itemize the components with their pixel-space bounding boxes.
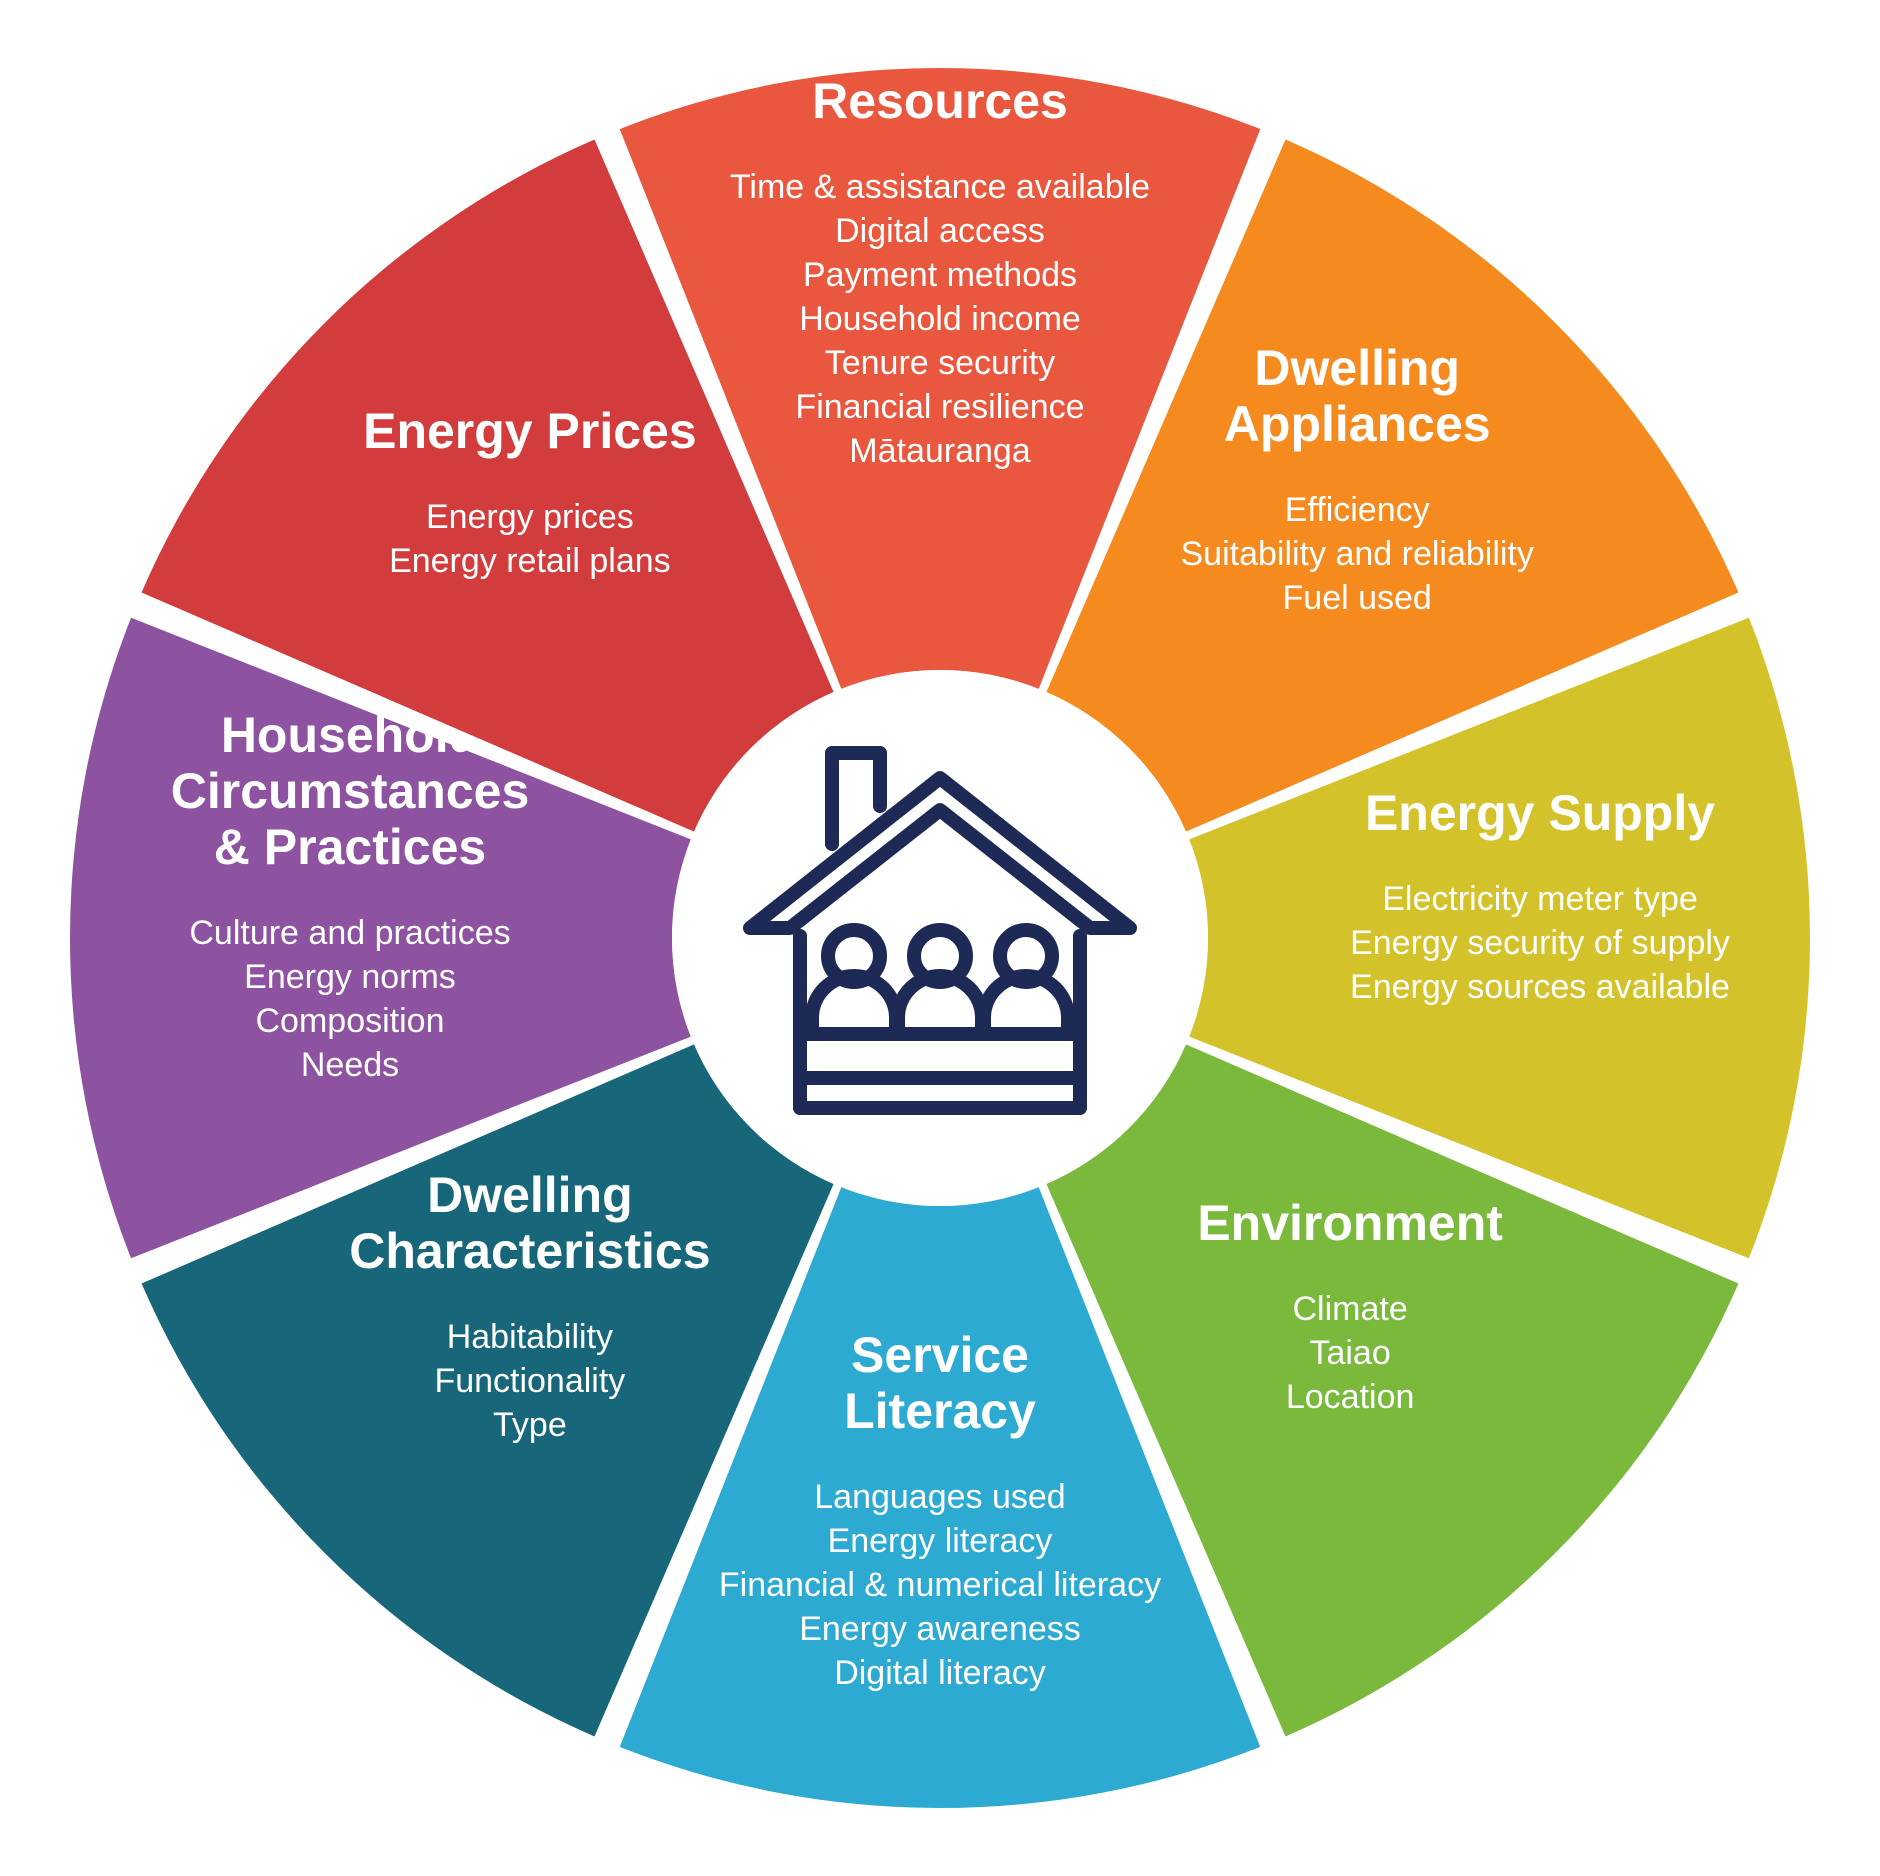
segment-title-environment: Environment: [1197, 1195, 1503, 1251]
segment-title-dwelling-appliances: DwellingAppliances: [1224, 340, 1491, 452]
segment-title-energy-prices: Energy Prices: [363, 403, 697, 459]
radial-infographic: HouseholdResourcesTime & assistance avai…: [0, 0, 1880, 1876]
center-circle: [672, 670, 1208, 1206]
segment-title-household-resources: HouseholdResources: [811, 17, 1069, 129]
segment-title-service-literacy: ServiceLiteracy: [844, 1327, 1036, 1439]
segment-items-energy-supply: Electricity meter typeEnergy security of…: [1350, 880, 1730, 1006]
segment-title-energy-supply: Energy Supply: [1365, 785, 1715, 841]
